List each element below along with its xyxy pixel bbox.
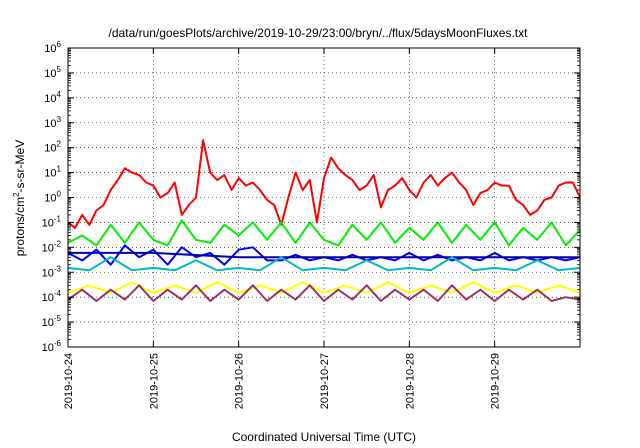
series-line-7 [67,284,581,302]
y-axis-ticks: 10-6 10-5 10-4 10-3 10-2 10-1 100 101 102 103 104 1… [42,40,580,354]
grid-lines [67,48,580,347]
y-tick-label: 100 [44,190,61,205]
y-tick-label: 10-1 [42,214,62,229]
y-axis-label: protons/cm2-s-sr-MeV [12,140,27,256]
y-tick-label: 10-5 [42,314,62,329]
y-tick-label: 10-3 [42,264,62,279]
x-tick-label: 2019-10-28 [404,353,416,409]
x-tick-label: 2019-10-24 [63,353,75,409]
y-tick-label: 10-4 [42,289,62,304]
chart-title: /data/run/goesPlots/archive/2019-10-29/2… [109,26,529,40]
series-line-1 [67,139,581,229]
x-axis-ticks: 2019-10-24 2019-10-25 2019-10-26 2019-10-27… [63,48,502,409]
plot-frame [67,47,581,348]
x-tick-label: 2019-10-29 [490,353,502,409]
series-line-6 [67,281,581,294]
y-tick-label: 10-2 [42,239,62,254]
y-tick-label: 101 [44,165,61,180]
y-tick-label: 105 [44,65,61,80]
series-line-5 [67,256,581,272]
series-line-2 [67,219,581,247]
y-tick-label: 102 [44,140,61,155]
data-series [67,139,581,302]
x-tick-label: 2019-10-25 [148,353,160,409]
y-tick-label: 103 [44,115,61,130]
x-tick-label: 2019-10-27 [319,353,331,409]
series-line-4 [68,251,580,259]
y-tick-label: 104 [44,90,61,105]
x-axis-label: Coordinated Universal Time (UTC) [232,430,416,444]
x-tick-label: 2019-10-26 [234,353,246,409]
y-tick-label: 106 [44,40,61,55]
y-tick-label: 10-6 [42,339,62,354]
